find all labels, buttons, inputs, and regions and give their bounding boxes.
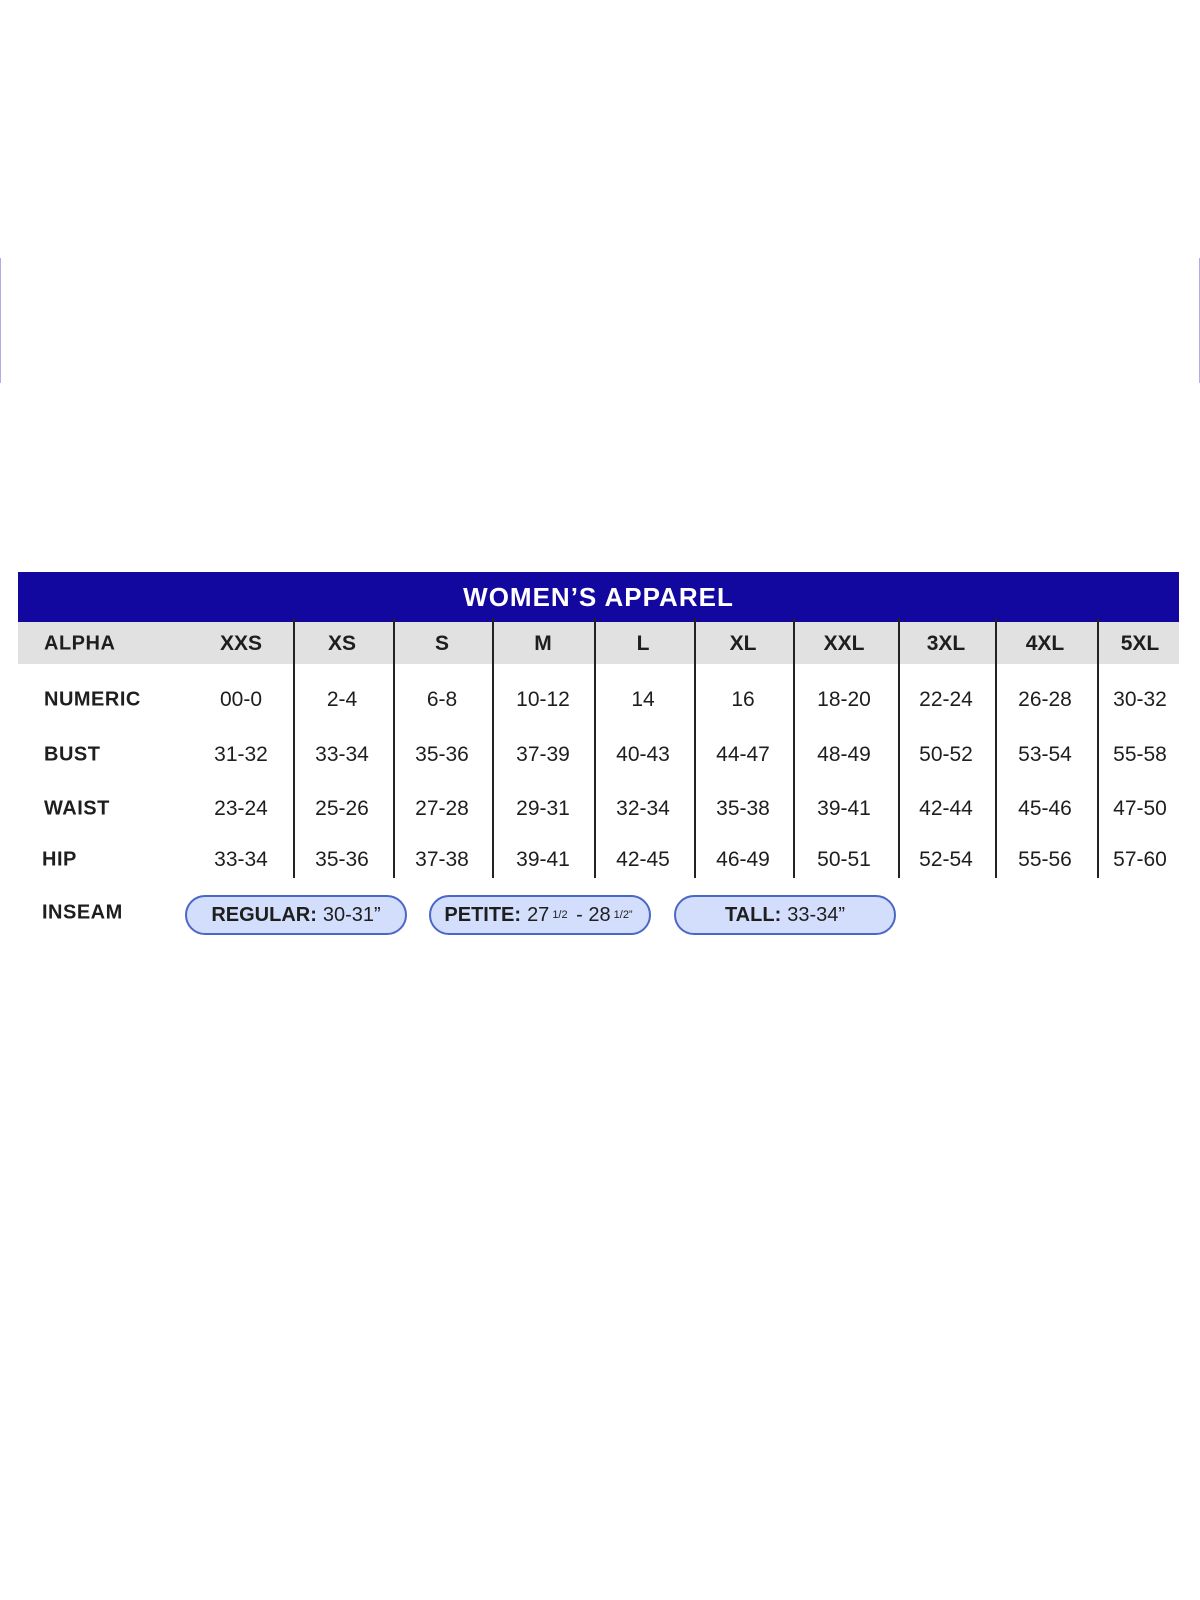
inseam-label: INSEAM (42, 901, 123, 924)
size-header-l: L (636, 632, 650, 655)
table-cell: 29-31 (516, 797, 570, 820)
table-cell: 45-46 (1018, 797, 1072, 820)
size-header-xxl: XXL (823, 632, 865, 655)
column-divider (793, 618, 795, 878)
tall-value: 33-34” (787, 903, 846, 926)
table-cell: 53-54 (1018, 743, 1072, 766)
table-cell: 23-24 (214, 797, 268, 820)
column-divider (1097, 618, 1099, 878)
table-cell: 26-28 (1018, 688, 1072, 711)
table-title: WOMEN’S APPAREL (18, 572, 1179, 622)
size-header-s: S (434, 632, 450, 655)
size-header-5xl: 5XL (1120, 632, 1160, 655)
table-cell: 32-34 (616, 797, 670, 820)
petite-name: PETITE: (444, 903, 522, 926)
table-cell: 33-34 (315, 743, 369, 766)
size-header-3xl: 3XL (926, 632, 966, 655)
table-cell: 14 (631, 688, 655, 711)
table-cell: 42-44 (919, 797, 973, 820)
column-divider (594, 618, 596, 878)
table-cell: 35-36 (315, 848, 369, 871)
row-label-numeric: NUMERIC (44, 688, 141, 711)
column-divider (492, 618, 494, 878)
table-cell: 35-36 (415, 743, 469, 766)
regular-value: 30-31” (322, 903, 381, 926)
table-cell: 50-51 (817, 848, 871, 871)
row-label-alpha: ALPHA (44, 632, 116, 655)
size-header-xxs: XXS (219, 632, 263, 655)
size-header-m: M (534, 632, 552, 655)
table-cell: 39-41 (516, 848, 570, 871)
table-cell: 22-24 (919, 688, 973, 711)
table-cell: 40-43 (616, 743, 670, 766)
regular-name: REGULAR: (211, 903, 317, 926)
table-cell: 48-49 (817, 743, 871, 766)
column-divider (694, 618, 696, 878)
petite-a: 27 (527, 903, 550, 926)
table-cell: 10-12 (516, 688, 570, 711)
table-cell: 30-32 (1113, 688, 1167, 711)
row-label-bust: BUST (44, 743, 101, 766)
table-cell: 39-41 (817, 797, 871, 820)
table-cell: 37-39 (516, 743, 570, 766)
table-cell: 35-38 (716, 797, 770, 820)
table-cell: 44-47 (716, 743, 770, 766)
petite-b-frac: 1/2” (613, 909, 633, 921)
table-cell: 47-50 (1113, 797, 1167, 820)
column-divider (995, 618, 997, 878)
table-cell: 55-58 (1113, 743, 1167, 766)
table-cell: 42-45 (616, 848, 670, 871)
column-divider (393, 618, 395, 878)
table-cell: 46-49 (716, 848, 770, 871)
size-header-xs: XS (327, 632, 357, 655)
inseam-petite-pill: PETITE: 27 1/2 - 28 1/2” (429, 895, 651, 935)
table-cell: 18-20 (817, 688, 871, 711)
column-divider (898, 618, 900, 878)
table-cell: 25-26 (315, 797, 369, 820)
table-cell: 55-56 (1018, 848, 1072, 871)
table-cell: 16 (731, 688, 755, 711)
table-cell: 52-54 (919, 848, 973, 871)
table-cell: 31-32 (214, 743, 268, 766)
row-label-hip: HIP (42, 848, 77, 871)
table-cell: 33-34 (214, 848, 268, 871)
tall-name: TALL: (724, 903, 782, 926)
table-cell: 27-28 (415, 797, 469, 820)
table-cell: 57-60 (1113, 848, 1167, 871)
table-cell: 6-8 (426, 688, 458, 711)
size-header-row (18, 622, 1179, 664)
left-edge-line (0, 258, 1, 383)
size-header-4xl: 4XL (1025, 632, 1065, 655)
petite-sep: - 28 (570, 903, 611, 926)
column-divider (293, 618, 295, 878)
table-cell: 00-0 (219, 688, 263, 711)
inseam-regular-pill: REGULAR: 30-31” (185, 895, 407, 935)
row-label-waist: WAIST (44, 797, 110, 820)
table-cell: 2-4 (326, 688, 358, 711)
table-cell: 37-38 (415, 848, 469, 871)
size-header-xl: XL (729, 632, 757, 655)
petite-a-frac: 1/2 (552, 909, 568, 921)
inseam-tall-pill: TALL: 33-34” (674, 895, 896, 935)
table-cell: 50-52 (919, 743, 973, 766)
